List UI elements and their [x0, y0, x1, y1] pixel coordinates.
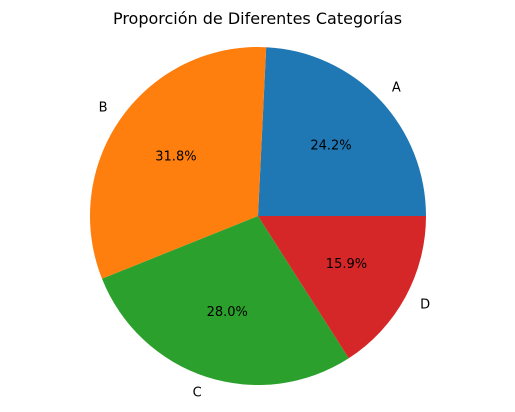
chart-title: Proporción de Diferentes Categorías: [113, 9, 402, 28]
pie-percent-label-b: 31.8%: [155, 150, 196, 165]
pie-slice-b: [89, 47, 267, 279]
pie-slices: [89, 47, 426, 386]
pie-category-label-a: A: [392, 80, 401, 95]
pie-slice-c: [102, 216, 349, 386]
pie-slice-d: [258, 216, 426, 359]
pie-percent-label-d: 15.9%: [326, 257, 367, 272]
pie-category-label-c: C: [193, 386, 202, 401]
pie-slice-a: [258, 47, 426, 216]
pie-percent-label-a: 24.2%: [310, 139, 351, 154]
pie-category-label-b: B: [99, 101, 108, 116]
pie-category-label-d: D: [420, 298, 430, 313]
pie-labels: 24.2% A 31.8% B 28.0% C 15.9% D: [99, 80, 431, 400]
pie-percent-label-c: 28.0%: [207, 305, 248, 320]
